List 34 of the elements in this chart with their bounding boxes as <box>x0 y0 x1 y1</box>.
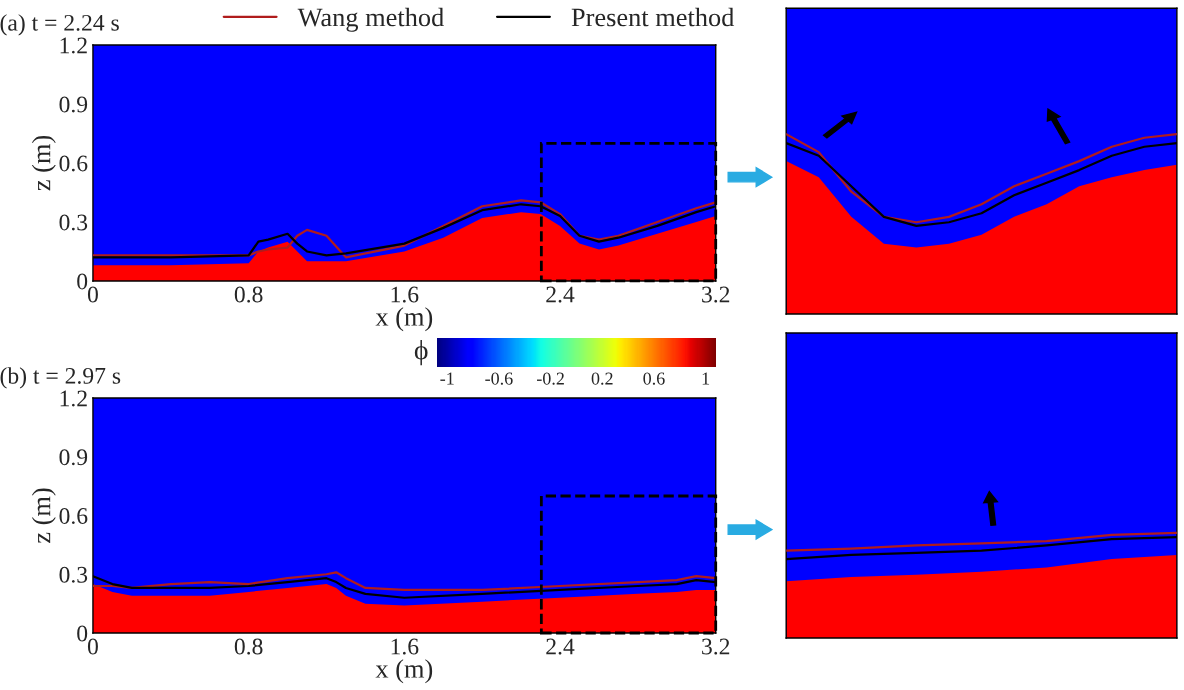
x-tick-label: 0.8 <box>234 286 263 303</box>
y-tick-label: 1.2 <box>60 390 87 407</box>
line-series <box>92 571 716 592</box>
color-bar-label: -1 <box>440 372 454 385</box>
x-axis-title: x (m) <box>375 659 433 684</box>
y-tick-label: 0 <box>77 273 88 290</box>
color-bar-label: 0.6 <box>643 372 665 385</box>
x-tick-label: 2.4 <box>546 638 575 655</box>
y-axis-title: z (m) <box>31 135 56 191</box>
color-bar-title: ϕ <box>414 339 428 366</box>
y-tick-label: 0.6 <box>59 507 88 525</box>
color-bar-label: -0.2 <box>536 372 564 385</box>
chart-title: (b) t = 2.97 s <box>0 367 121 389</box>
y-tick-label: 1.2 <box>60 37 87 54</box>
legend-label: Present method <box>571 7 735 27</box>
color-bar-label: 0.2 <box>591 372 613 385</box>
x-tick-label: 3.2 <box>702 638 730 655</box>
x-tick-label: 0.8 <box>234 638 263 655</box>
x-tick-label: 2.4 <box>546 286 575 303</box>
color-bar-label: 1 <box>702 372 710 385</box>
y-tick-label: 0.3 <box>59 214 88 231</box>
chart-title: (a) t = 2.24 s <box>0 14 119 36</box>
color-bar-label: -0.6 <box>485 372 513 385</box>
y-tick-label: 0.9 <box>59 96 88 113</box>
y-axis-title: z (m) <box>31 488 56 543</box>
y-tick-label: 0.6 <box>59 155 88 172</box>
y-tick-label: 0 <box>77 625 88 642</box>
x-tick-label: 3.2 <box>702 286 730 303</box>
y-tick-label: 0.9 <box>59 449 88 466</box>
x-tick-label: 1.6 <box>391 638 419 655</box>
x-tick-label: 1.6 <box>391 286 419 303</box>
y-tick-label: 0.3 <box>59 566 88 583</box>
legend-label: Wang method <box>297 7 444 32</box>
x-axis-title: x (m) <box>375 307 433 332</box>
